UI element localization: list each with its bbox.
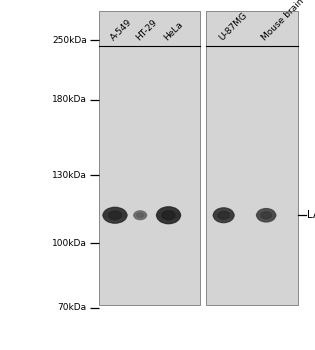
Ellipse shape <box>256 212 276 218</box>
Ellipse shape <box>218 211 229 219</box>
Text: HT-29: HT-29 <box>134 18 158 42</box>
Ellipse shape <box>257 209 276 222</box>
Ellipse shape <box>108 211 122 219</box>
Text: 180kDa: 180kDa <box>52 95 87 104</box>
Bar <box>206 10 298 304</box>
Text: 250kDa: 250kDa <box>52 36 87 45</box>
Bar <box>99 10 200 304</box>
Text: 70kDa: 70kDa <box>58 303 87 313</box>
Ellipse shape <box>157 207 180 224</box>
Ellipse shape <box>103 207 127 223</box>
Text: 100kDa: 100kDa <box>52 239 87 248</box>
Ellipse shape <box>213 208 234 223</box>
Ellipse shape <box>137 213 144 218</box>
Ellipse shape <box>261 212 272 219</box>
Ellipse shape <box>162 211 175 220</box>
Ellipse shape <box>156 212 181 219</box>
Text: A-549: A-549 <box>109 17 134 42</box>
Ellipse shape <box>103 212 127 218</box>
Ellipse shape <box>134 211 146 220</box>
Text: HeLa: HeLa <box>162 20 185 42</box>
Ellipse shape <box>134 214 147 217</box>
Text: U-87MG: U-87MG <box>217 10 249 42</box>
Ellipse shape <box>213 212 234 218</box>
Text: Mouse brain: Mouse brain <box>260 0 306 42</box>
Text: 130kDa: 130kDa <box>52 170 87 180</box>
Text: LARP1B: LARP1B <box>307 210 315 220</box>
